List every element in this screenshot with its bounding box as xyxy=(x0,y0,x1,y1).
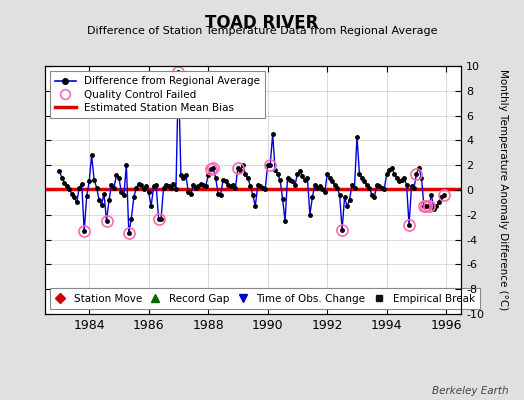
Text: Berkeley Earth: Berkeley Earth xyxy=(432,386,508,396)
Text: Difference of Station Temperature Data from Regional Average: Difference of Station Temperature Data f… xyxy=(87,26,437,36)
Text: TOAD RIVER: TOAD RIVER xyxy=(205,14,319,32)
Y-axis label: Monthly Temperature Anomaly Difference (°C): Monthly Temperature Anomaly Difference (… xyxy=(498,69,508,311)
Legend: Station Move, Record Gap, Time of Obs. Change, Empirical Break: Station Move, Record Gap, Time of Obs. C… xyxy=(50,288,480,309)
